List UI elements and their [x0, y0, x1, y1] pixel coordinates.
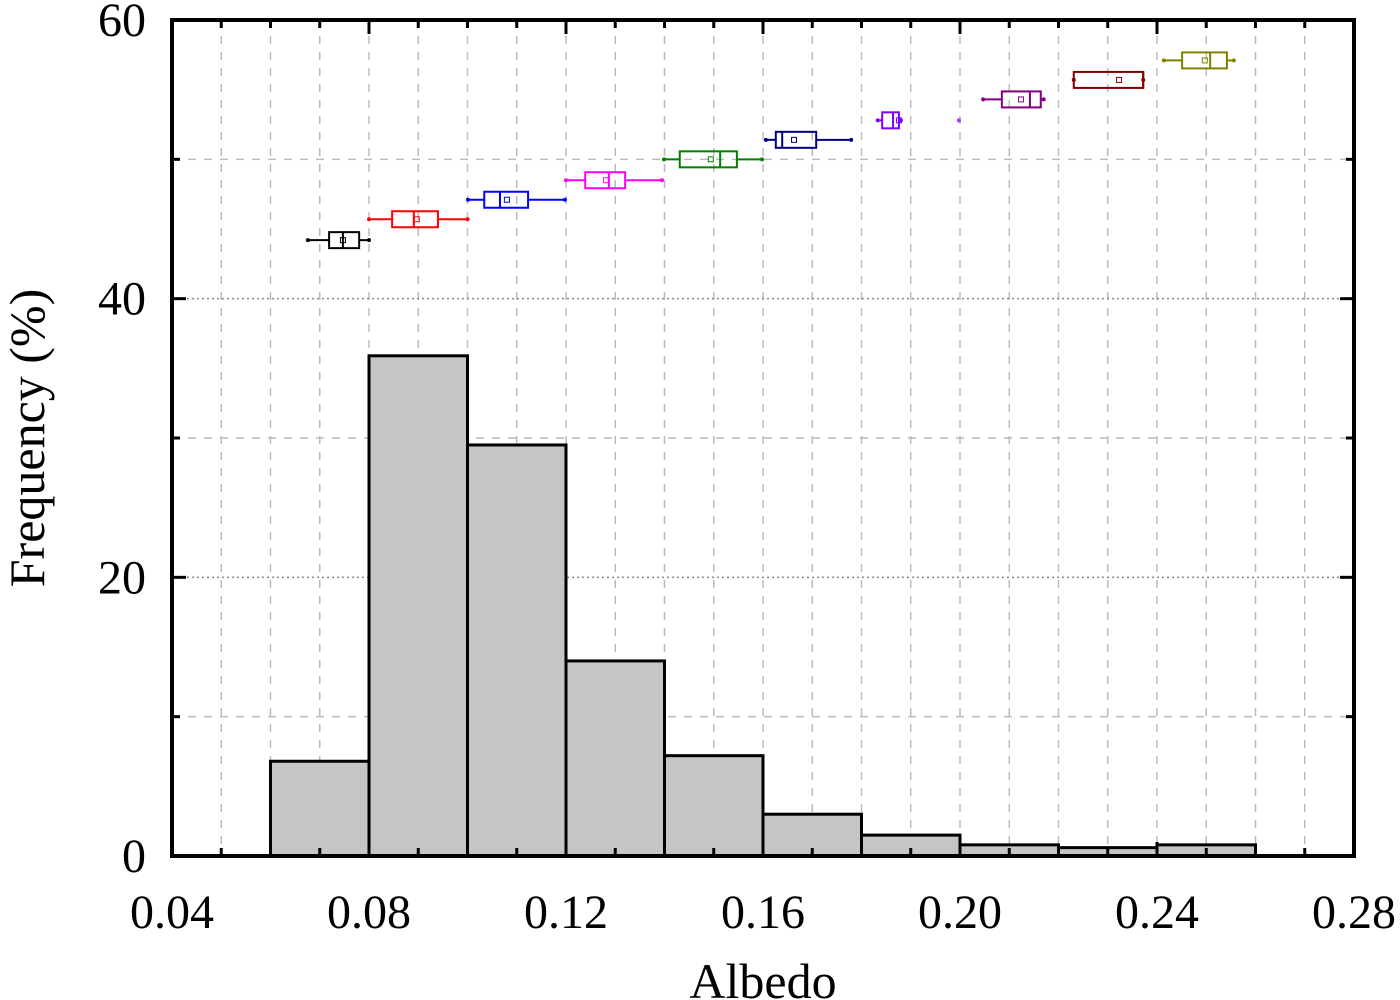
box-iqr [774, 130, 818, 149]
box-max-marker [1041, 97, 1046, 102]
box-mean-marker [602, 177, 609, 184]
box-mean-marker [707, 156, 714, 163]
box-mean-marker [895, 117, 902, 124]
box-min-marker [662, 157, 667, 162]
box-iqr [328, 231, 361, 250]
histogram-bar [564, 659, 666, 858]
x-tick-label: 0.08 [327, 886, 411, 939]
box-min-marker [465, 197, 470, 202]
box-mean-marker [1018, 96, 1025, 103]
box-max-marker [563, 197, 568, 202]
axes: 0.04 0.08 0.12 0.16 0.20 0.24 0.28 0 20 40 60 [98, 0, 1396, 939]
box-max-marker [849, 137, 854, 142]
box-min-marker [763, 137, 768, 142]
box-iqr [1181, 51, 1228, 70]
x-tick-label: 0.16 [721, 886, 805, 939]
box-mean-marker [791, 136, 798, 143]
box-iqr [483, 190, 530, 209]
box-iqr [1000, 90, 1042, 109]
x-tick-label: 0.24 [1115, 886, 1199, 939]
box-max-marker [1231, 58, 1236, 63]
box-min-marker [981, 97, 986, 102]
x-tick-label: 0.04 [130, 886, 214, 939]
box-min-marker [564, 178, 568, 183]
box-iqr [881, 111, 900, 130]
x-tick-label: 0.12 [524, 886, 608, 939]
x-tick-label: 0.28 [1312, 886, 1396, 939]
box-iqr [678, 150, 738, 169]
y-axis-label: Frequency (%) [0, 289, 55, 588]
box-max-marker [760, 157, 765, 162]
box-iqr [391, 210, 439, 229]
x-tick-label: 0.20 [918, 886, 1002, 939]
box-mean-marker [339, 237, 346, 244]
box-min-marker [367, 217, 371, 222]
box-max-marker [957, 118, 962, 123]
histogram-bar [663, 754, 765, 858]
grid [172, 20, 1354, 856]
y-tick-label: 0 [122, 830, 146, 883]
x-axis-label: Albedo [689, 953, 836, 1000]
box-min-marker [1161, 58, 1166, 63]
box-min-marker [305, 238, 310, 243]
y-tick-label: 20 [98, 551, 146, 604]
box-mean-marker [503, 196, 510, 203]
box-min-marker [875, 118, 880, 123]
histogram-bars [269, 354, 1257, 858]
box-max-marker [660, 178, 665, 183]
box-mean-marker [1116, 76, 1123, 83]
y-tick-label: 40 [98, 273, 146, 326]
box-iqr [584, 171, 627, 190]
histogram-bar [269, 759, 371, 858]
box-mean-marker [413, 216, 420, 223]
box-max-marker [367, 238, 371, 243]
y-tick-label: 60 [98, 0, 146, 47]
box-max-marker [465, 217, 470, 222]
box-mean-marker [1201, 57, 1208, 64]
histogram-bar [367, 354, 469, 858]
box-plots [305, 51, 1236, 250]
histogram-bar [466, 443, 568, 858]
